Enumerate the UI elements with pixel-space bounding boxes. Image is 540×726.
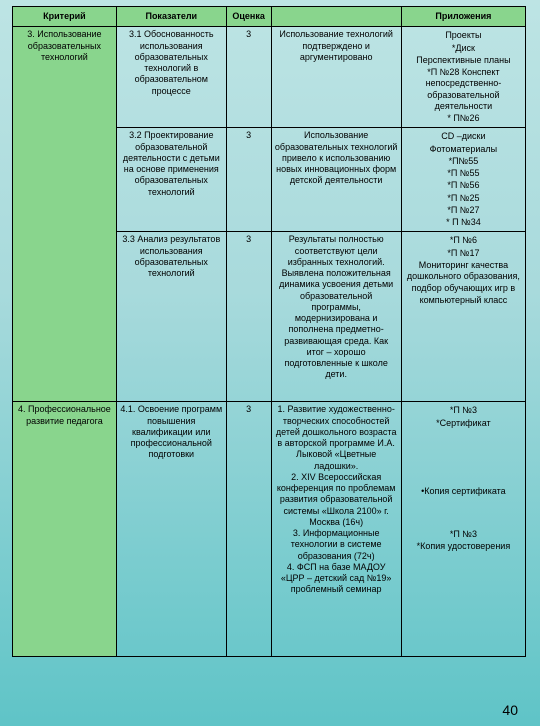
attachment-item: *П №27 <box>405 205 522 216</box>
header-row: Критерий Показатели Оценка Приложения <box>13 7 526 27</box>
th-criterion: Критерий <box>13 7 117 27</box>
attachment-item: подбор обучающих игр в компьютерный клас… <box>405 283 522 306</box>
attachment-item: *Диск <box>405 43 522 54</box>
attachment-item: *П №25 <box>405 193 522 204</box>
attachments-cell: CD –диски Фотоматериалы *П№55 *П №55 *П … <box>401 128 525 232</box>
page-number: 40 <box>502 702 518 718</box>
th-score: Оценка <box>226 7 271 27</box>
attachments-cell: *П №6 *П №17 Мониторинг качества дошколь… <box>401 232 525 402</box>
attachment-item: *П№55 <box>405 156 522 167</box>
score-cell: 3 <box>226 232 271 402</box>
attachment-item: Мониторинг качества дошкольного образова… <box>405 260 522 283</box>
attachment-item: Проекты <box>405 30 522 41</box>
attachment-item: *П №3 <box>405 529 522 540</box>
table-row: 3. Использование образовательных техноло… <box>13 27 526 128</box>
th-mid <box>271 7 401 27</box>
attachment-item: *П №28 Конспект непосредственно-образова… <box>405 67 522 112</box>
attachment-item: CD –диски <box>405 131 522 142</box>
table-row: 4. Профессиональное развитие педагога 4.… <box>13 402 526 657</box>
indicator-cell: 4.1. Освоение программ повышения квалифи… <box>116 402 226 657</box>
attachments-cell: Проекты *Диск Перспективные планы *П №28… <box>401 27 525 128</box>
indicator-cell: 3.2 Проектирование образовательной деяте… <box>116 128 226 232</box>
criterion-cell-3: 3. Использование образовательных техноло… <box>13 27 117 402</box>
attachment-item: *П №17 <box>405 248 522 259</box>
attachment-item: *П №3 <box>405 405 522 416</box>
attachment-item: *П №55 <box>405 168 522 179</box>
attachment-item: *Копия удостоверения <box>405 541 522 552</box>
result-cell: 1. Развитие художественно-творческих спо… <box>271 402 401 657</box>
indicator-cell: 3.3 Анализ результатов использования обр… <box>116 232 226 402</box>
attachment-item: * П№26 <box>405 113 522 124</box>
th-attachments: Приложения <box>401 7 525 27</box>
result-cell: Результаты полностью соответствуют цели … <box>271 232 401 402</box>
criterion-cell-4: 4. Профессиональное развитие педагога <box>13 402 117 657</box>
attachment-item: Перспективные планы <box>405 55 522 66</box>
attachments-cell: *П №3 *Сертификат •Копия сертификата *П … <box>401 402 525 657</box>
attachment-item: *Сертификат <box>405 418 522 429</box>
indicator-cell: 3.1 Обоснованность использования образов… <box>116 27 226 128</box>
attachment-item: *П №56 <box>405 180 522 191</box>
page: Критерий Показатели Оценка Приложения 3.… <box>0 6 540 726</box>
result-cell: Использование образовательных технологий… <box>271 128 401 232</box>
evaluation-table: Критерий Показатели Оценка Приложения 3.… <box>12 6 526 657</box>
spacer <box>405 498 522 528</box>
score-cell: 3 <box>226 402 271 657</box>
spacer <box>405 430 522 485</box>
attachment-item: *П №6 <box>405 235 522 246</box>
th-indicators: Показатели <box>116 7 226 27</box>
result-cell: Использование технологий подтверждено и … <box>271 27 401 128</box>
attachment-item: * П №34 <box>405 217 522 228</box>
attachment-item: Фотоматериалы <box>405 144 522 155</box>
score-cell: 3 <box>226 128 271 232</box>
score-cell: 3 <box>226 27 271 128</box>
attachment-item: •Копия сертификата <box>405 486 522 497</box>
